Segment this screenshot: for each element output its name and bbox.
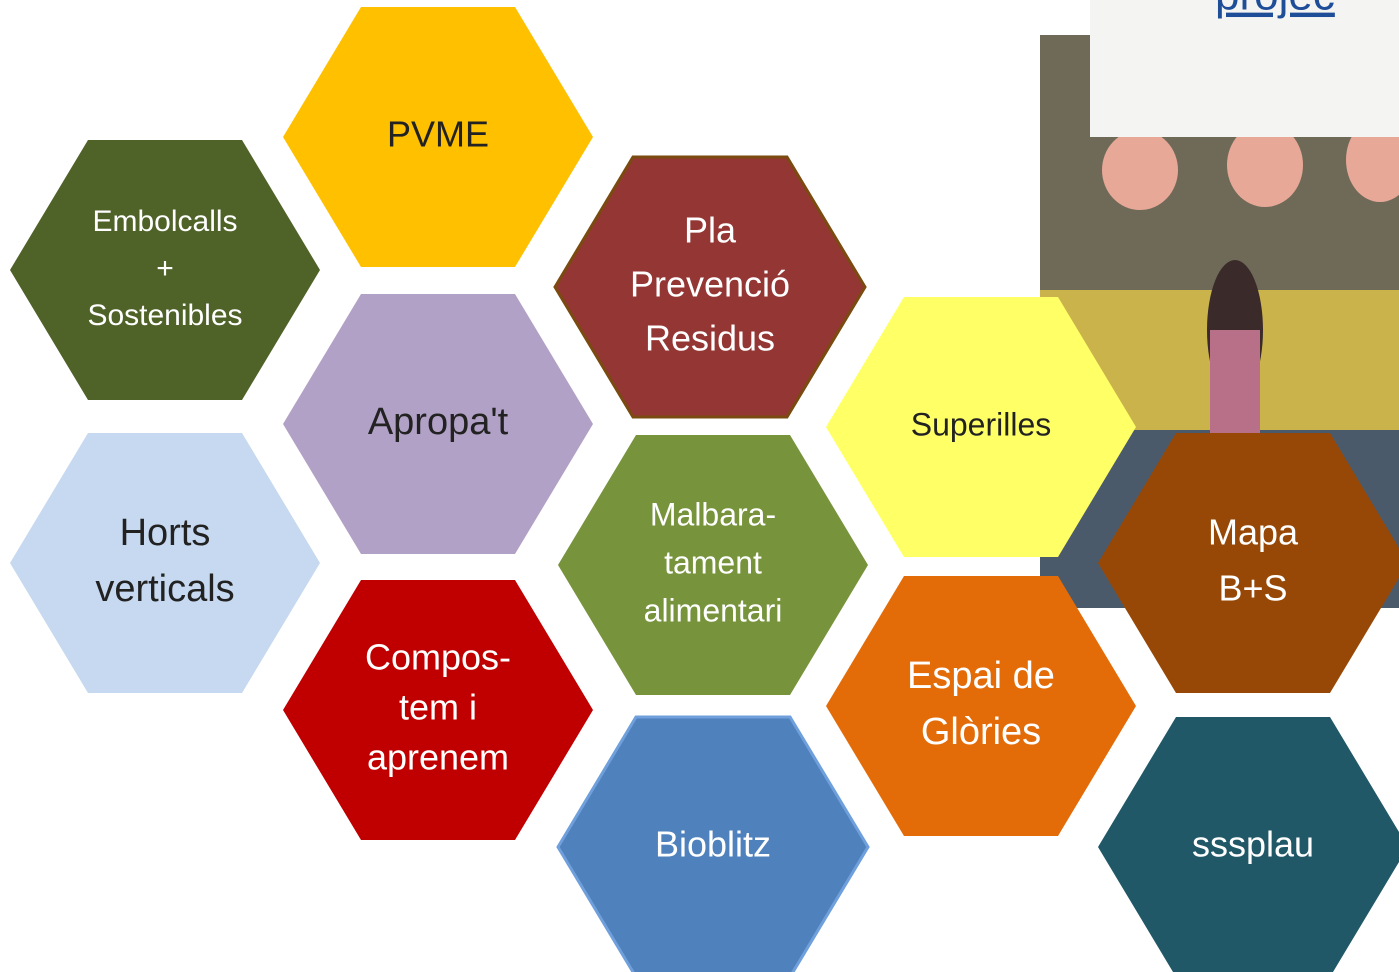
hexagon-label: Apropa't — [368, 401, 509, 443]
hexagon-label: B+S — [1218, 568, 1287, 609]
hexagon-node: Malbara-tament alimentari — [558, 435, 868, 695]
hexagon-label: sssplau — [1192, 824, 1314, 865]
diagram: projec PVME Embolcalls + Sostenibles Pla Prev… — [0, 0, 1399, 972]
hexagon-label: PVME — [387, 114, 489, 155]
hexagon-node: Espai de Glòries — [826, 576, 1136, 836]
hexagon-label: Sostenibles — [87, 299, 242, 332]
hexagon-label: Compos- — [365, 637, 511, 678]
hexagon-label: aprenem — [367, 737, 509, 778]
hexagon-label: + — [156, 252, 174, 285]
hexagon-label: Residus — [645, 318, 775, 359]
hexagon-label: Embolcalls — [92, 205, 237, 238]
hexagon-label: Mapa — [1208, 512, 1299, 553]
hexagon-node: Pla Prevenció Residus — [555, 157, 865, 417]
hexagon-label: verticals — [95, 568, 234, 610]
hexagon-label: tem i — [399, 687, 477, 728]
page: projec PVME Embolcalls + Sostenibles Pla Prev… — [0, 0, 1399, 972]
hexagon-label: Horts — [120, 512, 211, 554]
hexagon-node: Compos-tem i aprenem — [283, 580, 593, 840]
hexagon-label: Bioblitz — [655, 824, 771, 865]
hexagon-label: Superilles — [911, 406, 1052, 442]
hexagon-node: PVME — [283, 7, 593, 267]
hexagon-label: tament — [664, 544, 762, 580]
hexagon-node: Apropa't — [283, 294, 593, 554]
hexagon-label: Prevenció — [630, 264, 790, 305]
hexagon-node: Horts verticals — [10, 433, 320, 693]
photo-card — [1090, 0, 1399, 137]
card-text: projec — [1215, 0, 1335, 20]
hexagon-label: Malbara- — [650, 496, 776, 532]
hexagon-node: sssplau — [1098, 717, 1399, 972]
hexagon-label: alimentari — [644, 592, 783, 628]
hexagon-node: Embolcalls + Sostenibles — [10, 140, 320, 400]
hexagon-node: Bioblitz — [558, 717, 868, 972]
hexagon — [826, 576, 1136, 836]
hexagon-label: Glòries — [921, 711, 1041, 753]
photo-person-body — [1210, 330, 1260, 440]
hexagon-label: Espai de — [907, 655, 1055, 697]
hexagon — [10, 433, 320, 693]
hexagon-label: Pla — [684, 210, 737, 251]
photo-finger — [1102, 130, 1178, 210]
